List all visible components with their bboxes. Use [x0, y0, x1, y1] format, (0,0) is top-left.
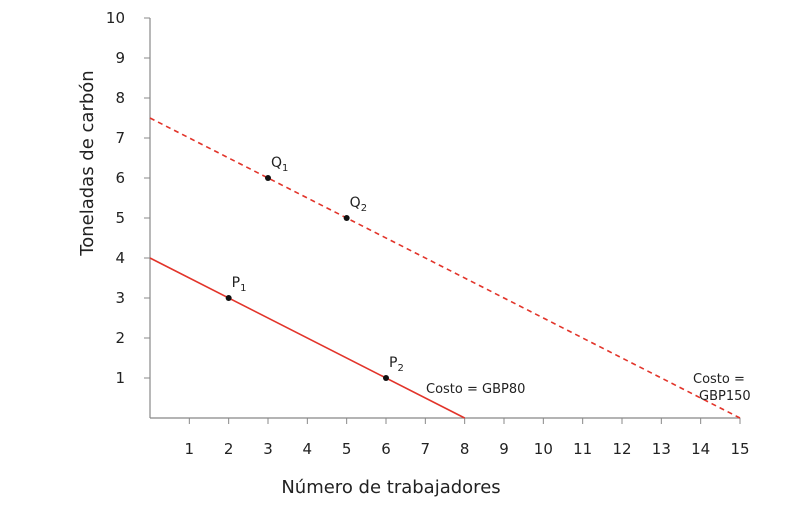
isocost-line-solid [149, 257, 466, 419]
x-tick-label: 15 [730, 440, 749, 458]
x-tick-label: 7 [421, 440, 431, 458]
isocost-line-dashed [149, 117, 741, 419]
y-tick-label: 8 [115, 89, 125, 107]
y-axis-title: Toneladas de carbón [77, 70, 98, 256]
y-axis-ticks: 1 2 3 4 5 6 7 8 9 10 [106, 9, 150, 387]
x-tick-label: 6 [381, 440, 391, 458]
x-tick-label: 1 [185, 440, 195, 458]
x-tick-label: 10 [534, 440, 553, 458]
y-tick-label: 1 [115, 369, 125, 387]
x-tick-label: 14 [691, 440, 710, 458]
x-tick-label: 2 [224, 440, 234, 458]
y-tick-label: 7 [115, 129, 125, 147]
x-axis-ticks: 1 2 3 4 5 6 7 8 9 10 11 12 13 14 15 [185, 418, 750, 458]
x-tick-label: 12 [612, 440, 631, 458]
x-tick-label: 11 [573, 440, 592, 458]
x-tick-label: 4 [303, 440, 313, 458]
point-marker [265, 175, 271, 181]
labeled-points: P1 P2 Q1 Q2 [225, 155, 404, 381]
cost-lines [149, 117, 741, 419]
axes [149, 18, 740, 419]
y-tick-label: 10 [106, 9, 125, 27]
x-axis-title: Número de trabajadores [281, 477, 500, 498]
x-tick-label: 3 [263, 440, 273, 458]
x-tick-label: 8 [460, 440, 470, 458]
cost-annotation-line1: Costo = [693, 372, 745, 387]
x-tick-label: 9 [499, 440, 509, 458]
y-tick-label: 5 [115, 209, 125, 227]
cost-annotation-line1: Costo = GBP80 [426, 382, 525, 397]
point-label: P1 [232, 275, 247, 294]
point-marker [343, 215, 350, 221]
point-marker [383, 375, 389, 381]
point-label: Q2 [350, 195, 367, 214]
point-label: Q1 [271, 155, 288, 174]
y-tick-label: 4 [115, 249, 125, 267]
y-tick-label: 6 [115, 169, 125, 187]
cost-annotation-line2: GBP150 [699, 389, 751, 404]
point-label: P2 [389, 355, 404, 374]
x-tick-label: 13 [652, 440, 671, 458]
point-marker [225, 295, 232, 301]
y-tick-label: 9 [115, 49, 125, 67]
line-annotations: Costo = GBP80 Costo = GBP150 [426, 372, 751, 404]
y-tick-label: 3 [115, 289, 125, 307]
y-tick-label: 2 [115, 329, 125, 347]
x-tick-label: 5 [342, 440, 352, 458]
